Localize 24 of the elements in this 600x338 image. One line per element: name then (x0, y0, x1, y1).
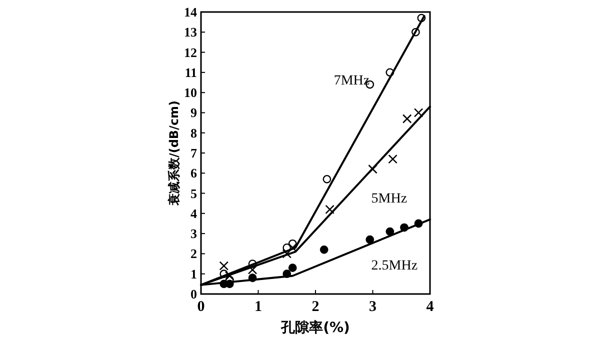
series-label: 2.5MHz (371, 258, 418, 274)
y-tick-label: 2 (190, 246, 197, 262)
y-tick-label: 8 (190, 125, 198, 140)
x-tick-label: 1 (254, 299, 262, 315)
series-label: 5MHz (371, 192, 408, 207)
y-tick-label: 9 (190, 105, 198, 120)
y-tick-label: 12 (184, 44, 197, 60)
y-tick-label: 14 (184, 4, 198, 20)
y-tick-label: 13 (184, 24, 198, 40)
y-axis-title: 衰减系数/(dB/cm) (167, 100, 181, 207)
x-tick-label: 4 (426, 299, 434, 315)
x-tick-label: 3 (369, 299, 376, 315)
y-tick-label: 10 (184, 85, 197, 100)
y-tick-label: 6 (190, 166, 198, 181)
x-axis-title: 孔隙率(%) (280, 319, 350, 336)
y-tick-label: 1 (190, 266, 197, 282)
y-tick-label: 7 (190, 146, 198, 160)
series-label: 7MHz (334, 73, 370, 88)
y-tick-label: 11 (184, 64, 197, 80)
y-tick-label: 0 (190, 286, 197, 302)
y-tick-label: 3 (190, 226, 198, 242)
x-tick-label: 2 (312, 299, 320, 315)
y-tick-label: 4 (190, 206, 198, 221)
y-tick-label: 5 (190, 186, 198, 201)
